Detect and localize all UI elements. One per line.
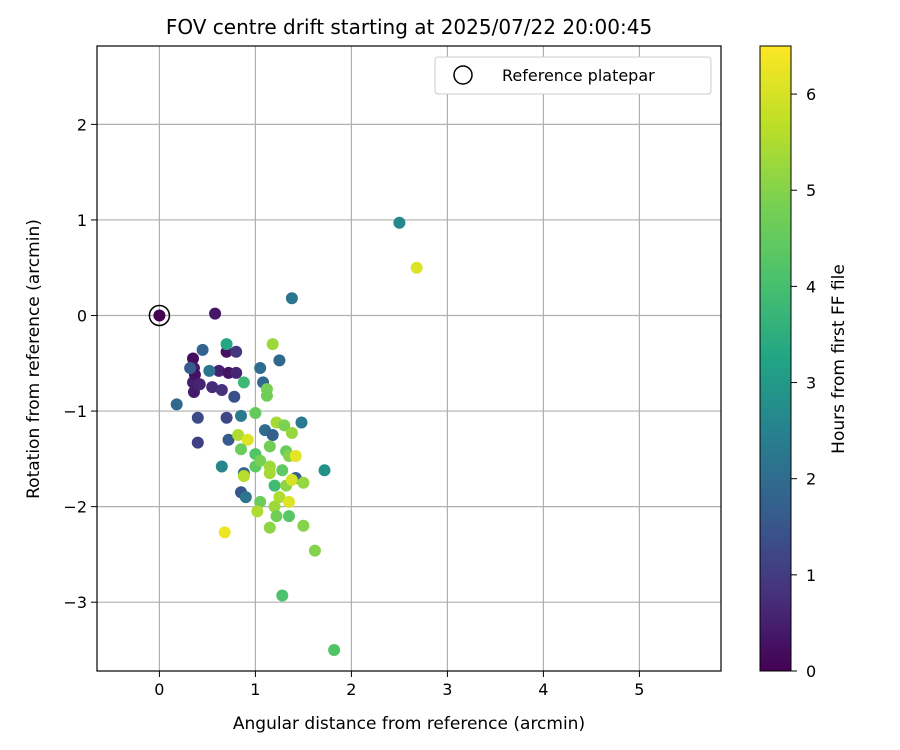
y-tick-label: 2 <box>77 115 87 134</box>
data-point <box>263 467 276 480</box>
colorbar: 0 1 2 3 4 5 6 Hours from first FF file <box>759 45 849 681</box>
data-point <box>328 643 341 656</box>
data-point <box>254 362 267 375</box>
plot-frame <box>96 45 722 672</box>
colorbar-gradient <box>759 45 792 672</box>
data-point <box>251 505 264 518</box>
x-tick-label: 1 <box>250 680 260 699</box>
data-point <box>215 384 228 397</box>
data-point <box>393 216 406 229</box>
colorbar-label: Hours from first FF file <box>829 264 849 454</box>
x-tick-label: 5 <box>634 680 644 699</box>
data-point <box>196 343 209 356</box>
y-tick-label: 0 <box>77 306 87 325</box>
data-point <box>222 433 235 446</box>
data-point <box>170 398 183 411</box>
legend: Reference platepar <box>434 56 712 95</box>
colorbar-tick-label: 3 <box>806 374 816 393</box>
data-point <box>283 495 295 508</box>
data-point <box>295 416 308 429</box>
reference-platepar-marker <box>148 304 171 327</box>
data-point <box>410 261 423 274</box>
data-point <box>263 440 276 453</box>
data-point <box>297 476 310 489</box>
colorbar-tick-label: 0 <box>806 662 816 681</box>
data-point <box>297 519 310 532</box>
data-point <box>230 366 243 379</box>
grid-lines <box>97 46 721 671</box>
data-point <box>268 479 281 492</box>
data-point <box>193 378 206 391</box>
x-axis-label: Angular distance from reference (arcmin) <box>233 714 585 734</box>
data-point <box>235 409 247 422</box>
x-tick-label: 2 <box>346 680 356 699</box>
data-point <box>273 354 286 367</box>
data-point <box>239 491 252 504</box>
data-point <box>268 500 281 513</box>
y-tick-label: −3 <box>63 593 87 612</box>
data-point <box>308 544 321 557</box>
data-point <box>191 436 204 449</box>
data-point <box>283 510 295 523</box>
colorbar-tick-label: 6 <box>806 85 816 104</box>
data-point <box>218 526 231 539</box>
data-point <box>209 307 222 320</box>
colorbar-tick-label: 2 <box>806 470 816 489</box>
y-tick-label: 1 <box>77 211 87 230</box>
chart-title: FOV centre drift starting at 2025/07/22 … <box>166 15 652 39</box>
colorbar-tick-label: 1 <box>806 566 816 585</box>
data-point <box>285 427 298 440</box>
data-point <box>249 406 262 419</box>
data-point <box>278 419 291 432</box>
data-point <box>318 464 331 477</box>
data-point <box>285 292 298 305</box>
data-point <box>266 338 279 351</box>
x-tick-label: 0 <box>154 680 164 699</box>
data-point <box>230 345 243 358</box>
colorbar-tick-label: 5 <box>806 181 816 200</box>
data-point <box>285 473 298 486</box>
y-axis-label: Rotation from reference (arcmin) <box>24 219 44 499</box>
colorbar-tick-label: 4 <box>806 277 816 296</box>
data-point <box>212 364 225 377</box>
data-point <box>237 376 250 389</box>
data-point <box>228 390 241 403</box>
data-point <box>266 428 279 441</box>
data-point <box>276 589 289 602</box>
data-point <box>153 309 166 322</box>
y-tick-label: −2 <box>63 498 87 517</box>
data-point <box>206 381 219 394</box>
data-point <box>237 470 250 483</box>
data-point <box>260 389 273 402</box>
data-point <box>270 510 283 523</box>
data-point <box>191 411 204 424</box>
data-point <box>263 521 276 534</box>
legend-box <box>434 56 712 95</box>
data-point <box>289 449 302 462</box>
data-point <box>187 352 199 365</box>
data-point <box>273 491 286 504</box>
data-point <box>184 362 197 375</box>
data-point <box>276 464 289 477</box>
x-tick-label: 4 <box>538 680 548 699</box>
data-point <box>215 460 228 473</box>
data-point <box>232 428 245 441</box>
data-points <box>148 216 423 656</box>
data-point <box>220 411 233 424</box>
y-tick-label: −1 <box>63 402 87 421</box>
colorbar-ticks: 0 1 2 3 4 5 6 <box>791 85 816 681</box>
data-point <box>254 454 267 467</box>
x-tick-label: 3 <box>442 680 452 699</box>
data-point <box>235 443 247 456</box>
data-point <box>203 364 216 377</box>
data-point <box>220 338 233 351</box>
legend-marker-icon <box>453 65 473 85</box>
axis-ticks: 0 1 2 3 4 5 −3 −2 −1 0 1 2 <box>63 115 644 699</box>
data-point <box>241 433 254 446</box>
data-point <box>254 495 267 508</box>
legend-label: Reference platepar <box>502 66 655 85</box>
